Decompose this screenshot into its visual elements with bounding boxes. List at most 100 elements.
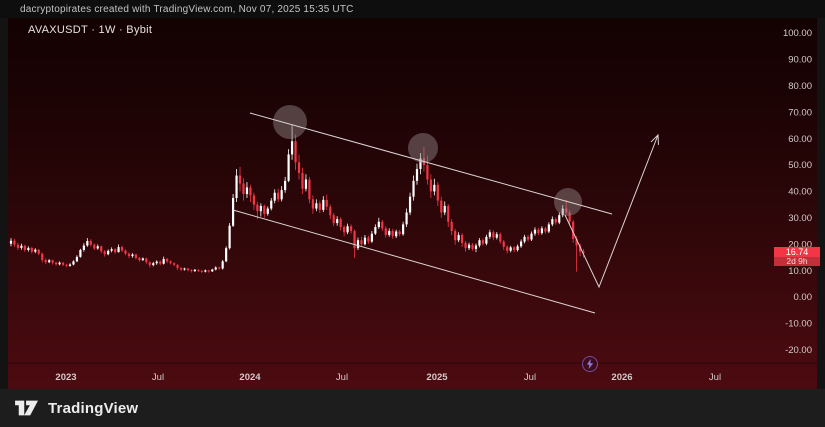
price-tick-label: 80.00 bbox=[788, 81, 812, 92]
candle-body bbox=[200, 270, 203, 272]
candle-body bbox=[207, 270, 210, 272]
candle-body bbox=[367, 237, 370, 242]
candle-body bbox=[120, 247, 124, 251]
candle-body bbox=[117, 247, 120, 253]
channel-lower-trendline[interactable] bbox=[232, 209, 596, 314]
candle-body bbox=[565, 208, 568, 213]
candle-body bbox=[51, 260, 54, 263]
candle-body bbox=[561, 208, 564, 216]
candle-body bbox=[509, 247, 512, 251]
lightning-icon[interactable] bbox=[582, 356, 598, 372]
candle-body bbox=[499, 234, 502, 242]
candle-body bbox=[450, 221, 453, 231]
candle-body bbox=[75, 256, 79, 262]
last-price-value: 16.74 bbox=[774, 247, 820, 257]
candle-body bbox=[86, 241, 89, 246]
candle-body bbox=[582, 251, 585, 253]
price-tick-label: 40.00 bbox=[788, 187, 812, 198]
tradingview-brand-text: TradingView bbox=[48, 399, 139, 417]
candle-body bbox=[398, 231, 401, 235]
symbol-legend[interactable]: AVAXUSDT · 1W · Bybit bbox=[28, 24, 153, 36]
candle-body bbox=[27, 247, 30, 251]
candle-body bbox=[287, 154, 290, 181]
candle-body bbox=[242, 183, 245, 195]
candle-body bbox=[9, 240, 13, 244]
candle-body bbox=[454, 231, 457, 241]
candle-body bbox=[343, 227, 346, 233]
candle-body bbox=[290, 141, 294, 155]
candle-body bbox=[315, 203, 318, 209]
candle-body bbox=[280, 190, 283, 200]
candle-body bbox=[381, 221, 384, 229]
candle-body bbox=[284, 180, 287, 191]
candle-body bbox=[72, 261, 75, 265]
tradingview-logo-link[interactable]: TradingView bbox=[14, 397, 138, 419]
candle-body bbox=[526, 236, 530, 240]
candle-body bbox=[395, 231, 398, 237]
candle-body bbox=[506, 246, 509, 251]
bar-countdown: 2d 9h bbox=[774, 257, 820, 266]
candle-body bbox=[169, 261, 172, 264]
candle-body bbox=[329, 206, 332, 216]
candle-body bbox=[61, 262, 65, 265]
candle-body bbox=[48, 260, 51, 263]
time-tick-label: Jul bbox=[336, 372, 348, 383]
candle-body bbox=[134, 254, 138, 258]
candle-body bbox=[436, 184, 439, 201]
attribution-text: dacryptopirates created with TradingView… bbox=[20, 3, 354, 15]
candle-body bbox=[415, 168, 419, 181]
chart-canvas[interactable]: 100.00 90.00 80.00 70.00 60.00 50.00 40.00 30.0… bbox=[8, 18, 817, 389]
candle-body bbox=[332, 215, 335, 224]
candle-body bbox=[231, 198, 235, 226]
candle-body bbox=[145, 258, 148, 263]
candle-body bbox=[516, 246, 519, 251]
price-tick-label: 30.00 bbox=[788, 213, 812, 224]
candle-body bbox=[294, 141, 297, 163]
projection-arrow-line[interactable] bbox=[564, 134, 659, 289]
candle-body bbox=[370, 233, 373, 242]
candle-body bbox=[575, 238, 578, 246]
candle-body bbox=[138, 257, 141, 261]
candle-body bbox=[433, 184, 436, 192]
attribution-bar: dacryptopirates created with TradingView… bbox=[0, 0, 825, 18]
candle-body bbox=[461, 234, 464, 243]
candle-body bbox=[141, 258, 144, 261]
candle-body bbox=[304, 179, 308, 189]
candle-body bbox=[107, 250, 110, 255]
candle-body bbox=[502, 241, 505, 247]
candle-body bbox=[568, 212, 571, 222]
candle-body bbox=[225, 248, 228, 262]
chart-widget[interactable]: AVAXUSDT · 1W · Bybit 100.00 90.00 80.00 70… bbox=[8, 18, 820, 389]
candle-body bbox=[474, 245, 478, 249]
candle-body bbox=[218, 267, 221, 269]
candle-body bbox=[155, 261, 158, 264]
candle-body bbox=[34, 249, 37, 252]
candle-body bbox=[533, 229, 537, 234]
candle-body bbox=[238, 175, 242, 184]
candle-body bbox=[492, 232, 495, 238]
candle-body bbox=[325, 199, 328, 207]
candle-body bbox=[349, 226, 353, 231]
candle-body bbox=[558, 215, 561, 223]
candle-body bbox=[408, 196, 412, 213]
candle-body bbox=[114, 249, 117, 253]
candle-body bbox=[426, 165, 429, 180]
candle-body bbox=[384, 228, 387, 235]
peak-marker-circle bbox=[273, 105, 307, 139]
candle-body bbox=[311, 199, 314, 209]
price-tick-label: 60.00 bbox=[788, 134, 812, 145]
price-tick-label: 70.00 bbox=[788, 107, 812, 118]
channel-upper-trendline[interactable] bbox=[249, 112, 613, 215]
candle-body bbox=[193, 269, 197, 272]
candle-body bbox=[554, 219, 557, 223]
candle-body bbox=[578, 245, 582, 252]
candle-body bbox=[318, 203, 321, 210]
price-tick-label: -10.00 bbox=[785, 319, 812, 330]
candle-body bbox=[13, 240, 16, 245]
candle-body bbox=[152, 263, 155, 266]
time-tick-label: 2026 bbox=[611, 372, 632, 383]
candle-body bbox=[572, 221, 575, 239]
candle-body bbox=[37, 249, 40, 254]
candle-body bbox=[481, 240, 485, 244]
